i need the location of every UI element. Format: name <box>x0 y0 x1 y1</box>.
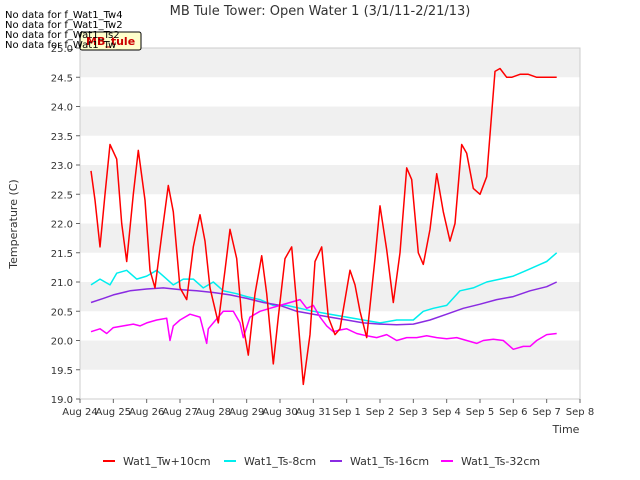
legend-label: Wat1_Ts-32cm <box>461 455 540 468</box>
grid-band <box>80 223 580 253</box>
legend-label: Wat1_Ts-8cm <box>244 455 316 468</box>
grid-band <box>80 165 580 195</box>
grid-bands <box>80 48 580 399</box>
y-tick-label: 22.0 <box>51 220 73 231</box>
legend-label: Wat1_Tw+10cm <box>123 455 211 468</box>
x-tick-label: Aug 24 <box>62 407 97 418</box>
y-tick-label: 23.5 <box>51 132 73 143</box>
series-line-wat1-ts-16cm <box>90 281 558 326</box>
tooltip: MB_tule <box>79 31 142 51</box>
grid-band <box>80 369 580 399</box>
no-data-message: No data for f_Wat1_Tw2 <box>5 20 123 31</box>
y-tick-label: 24.5 <box>51 73 73 84</box>
x-tick-label: Aug 30 <box>262 407 297 418</box>
series-line-wat1-tw-10cm <box>90 67 557 386</box>
x-tick-label: Sep 1 <box>332 407 360 418</box>
tooltip-label: MB_tule <box>86 35 135 48</box>
y-tick-label: 24.0 <box>51 103 73 114</box>
x-axis-label: Time <box>552 423 580 436</box>
series-line-wat1-ts-32cm <box>90 298 557 351</box>
legend-label: Wat1_Ts-16cm <box>350 455 429 468</box>
x-tick-label: Aug 27 <box>162 407 197 418</box>
y-tick-label: 22.5 <box>51 190 73 201</box>
y-tick-label: 23.0 <box>51 161 73 172</box>
no-data-message: No data for f_Wat1_Tw_ <box>5 40 122 51</box>
y-axis-label: Temperature (C) <box>7 179 20 269</box>
grid-band <box>80 48 580 78</box>
no-data-message: No data for f_Wat1_Tw4 <box>5 10 123 21</box>
grid-band <box>80 135 580 165</box>
no-data-messages: No data for f_Wat1_Tw4 No data for f_Wat… <box>5 10 123 51</box>
y-tick-label: 19.0 <box>51 395 73 406</box>
grid-band <box>80 311 580 341</box>
x-tick-label: Sep 2 <box>366 407 394 418</box>
grid-band <box>80 194 580 224</box>
legend: Wat1_Tw+10cm Wat1_Ts-8cm Wat1_Ts-16cm Wat1_… <box>103 455 540 468</box>
x-tick-label: Aug 28 <box>196 407 231 418</box>
y-tick-label: 21.0 <box>51 278 73 289</box>
series-lines <box>90 67 558 386</box>
y-tick-label: 19.5 <box>51 366 73 377</box>
x-tick-label: Sep 8 <box>566 407 594 418</box>
grid-band <box>80 282 580 312</box>
series-line-wat1-ts-8cm <box>90 252 558 324</box>
y-tick-label: 21.5 <box>51 249 73 260</box>
x-tick-label: Aug 25 <box>96 407 131 418</box>
grid-band <box>80 77 580 107</box>
x-tick-label: Sep 3 <box>399 407 427 418</box>
x-tick-label: Sep 5 <box>466 407 494 418</box>
y-axis-ticks: 19.0 19.5 20.0 20.5 21.0 21.5 22.0 22.5 23.0 23.5… <box>51 44 80 406</box>
x-tick-label: Sep 7 <box>532 407 560 418</box>
x-tick-label: Sep 4 <box>432 407 460 418</box>
grid-band <box>80 340 580 370</box>
tooltip-background <box>79 31 142 51</box>
grid-band <box>80 106 580 136</box>
y-tick-label: 20.5 <box>51 307 73 318</box>
x-tick-label: Sep 6 <box>499 407 527 418</box>
x-tick-label: Aug 31 <box>296 407 331 418</box>
x-tick-label: Aug 29 <box>229 407 264 418</box>
x-tick-label: Aug 26 <box>129 407 164 418</box>
no-data-message: No data for f_Wat1_Ts2 <box>5 30 120 41</box>
y-tick-label: 20.0 <box>51 337 73 348</box>
chart-title: MB Tule Tower: Open Water 1 (3/1/11-2/21… <box>170 4 471 19</box>
y-tick-label: 25.0 <box>51 44 73 55</box>
